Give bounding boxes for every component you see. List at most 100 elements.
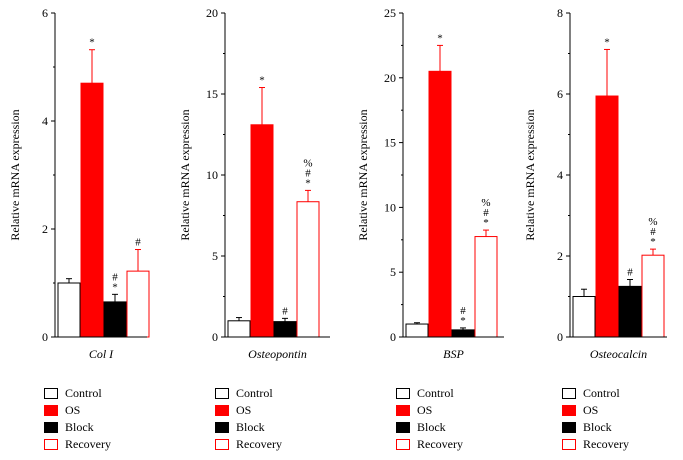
y-axis-label: Relative mRNA expression xyxy=(8,109,22,240)
legend-2: Control OS Block Recovery xyxy=(215,385,282,453)
significance-mark: * xyxy=(460,315,466,327)
y-tick-label: 6 xyxy=(42,6,48,20)
legend-item: OS xyxy=(44,402,111,419)
legend-label: Block xyxy=(236,420,265,434)
y-tick-label: 10 xyxy=(206,168,218,182)
significance-mark: * xyxy=(259,75,265,87)
significance-mark: # xyxy=(135,237,141,249)
legend-item: Control xyxy=(215,385,282,402)
significance-mark: # xyxy=(460,305,466,317)
legend-3: Control OS Block Recovery xyxy=(396,385,463,453)
y-tick-label: 6 xyxy=(557,87,563,101)
significance-mark: * xyxy=(604,36,610,48)
significance-mark: # xyxy=(627,266,633,278)
y-tick-label: 25 xyxy=(384,6,396,20)
bar-block xyxy=(103,301,127,338)
y-axis-label: Relative mRNA expression xyxy=(523,109,537,240)
legend-item: Recovery xyxy=(44,436,111,453)
y-tick-label: 4 xyxy=(42,114,48,128)
legend-item: OS xyxy=(396,402,463,419)
bar-control xyxy=(57,282,81,338)
significance-mark: # xyxy=(112,271,118,283)
bar-control xyxy=(227,320,251,338)
legend-label: Recovery xyxy=(583,437,629,451)
y-axis-label: Relative mRNA expression xyxy=(356,109,370,240)
significance-mark: * xyxy=(89,37,95,49)
legend-item: OS xyxy=(562,402,629,419)
y-tick-label: 2 xyxy=(557,249,563,263)
legend-swatch xyxy=(562,422,576,433)
significance-mark: * xyxy=(650,236,656,248)
x-axis-label: BSP xyxy=(443,347,464,361)
legend-swatch xyxy=(44,422,58,433)
bar-recovery xyxy=(296,201,320,338)
legend-label: Control xyxy=(236,386,273,400)
bar-os xyxy=(428,70,452,338)
legend-swatch xyxy=(562,405,576,416)
y-tick-label: 0 xyxy=(557,330,563,344)
bar-block xyxy=(618,285,642,338)
significance-mark: * xyxy=(483,217,489,229)
legend-label: Control xyxy=(65,386,102,400)
y-tick-label: 2 xyxy=(42,222,48,236)
y-tick-label: 5 xyxy=(390,265,396,279)
y-tick-label: 0 xyxy=(42,330,48,344)
y-tick-label: 15 xyxy=(206,87,218,101)
legend-swatch xyxy=(215,405,229,416)
legend-item: Control xyxy=(562,385,629,402)
legend-swatch xyxy=(215,422,229,433)
bar-recovery xyxy=(126,270,150,338)
legend-label: OS xyxy=(583,403,599,417)
x-axis-label: Osteocalcin xyxy=(590,347,647,361)
y-tick-label: 20 xyxy=(384,71,396,85)
legend-1: Control OS Block Recovery xyxy=(44,385,111,453)
bar-block xyxy=(451,329,475,338)
legend-label: Block xyxy=(65,420,94,434)
x-axis-label: Col I xyxy=(89,347,114,361)
legend-label: Recovery xyxy=(236,437,282,451)
legend-swatch xyxy=(396,405,410,416)
y-tick-label: 20 xyxy=(206,6,218,20)
significance-mark: % xyxy=(648,216,657,228)
legend-swatch xyxy=(215,439,229,450)
bar-control xyxy=(405,323,429,338)
legend-item: Recovery xyxy=(215,436,282,453)
legend-swatch xyxy=(396,422,410,433)
significance-mark: * xyxy=(112,281,118,293)
legend-swatch xyxy=(44,439,58,450)
significance-mark: # xyxy=(305,167,311,179)
significance-mark: * xyxy=(437,32,443,44)
legend-label: OS xyxy=(417,403,433,417)
y-tick-label: 8 xyxy=(557,6,563,20)
y-tick-label: 5 xyxy=(212,249,218,263)
y-axis-label: Relative mRNA expression xyxy=(178,109,192,240)
bar-os xyxy=(250,124,274,338)
bar-control xyxy=(572,296,596,338)
y-tick-label: 4 xyxy=(557,168,563,182)
significance-mark: # xyxy=(282,305,288,317)
legend-swatch xyxy=(215,388,229,399)
legend-item: Recovery xyxy=(396,436,463,453)
legend-item: OS xyxy=(215,402,282,419)
bar-recovery xyxy=(641,254,665,338)
significance-mark: % xyxy=(303,157,312,169)
bar-os xyxy=(80,82,104,338)
bar-recovery xyxy=(474,236,498,338)
legend-4: Control OS Block Recovery xyxy=(562,385,629,453)
legend-label: Block xyxy=(417,420,446,434)
legend-label: Recovery xyxy=(65,437,111,451)
y-tick-label: 10 xyxy=(384,200,396,214)
legend-label: Block xyxy=(583,420,612,434)
legend-item: Control xyxy=(44,385,111,402)
legend-label: Control xyxy=(417,386,454,400)
legend-swatch xyxy=(562,388,576,399)
legend-item: Block xyxy=(44,419,111,436)
legend-item: Block xyxy=(215,419,282,436)
legend-item: Recovery xyxy=(562,436,629,453)
y-tick-label: 0 xyxy=(390,330,396,344)
legend-label: OS xyxy=(65,403,81,417)
